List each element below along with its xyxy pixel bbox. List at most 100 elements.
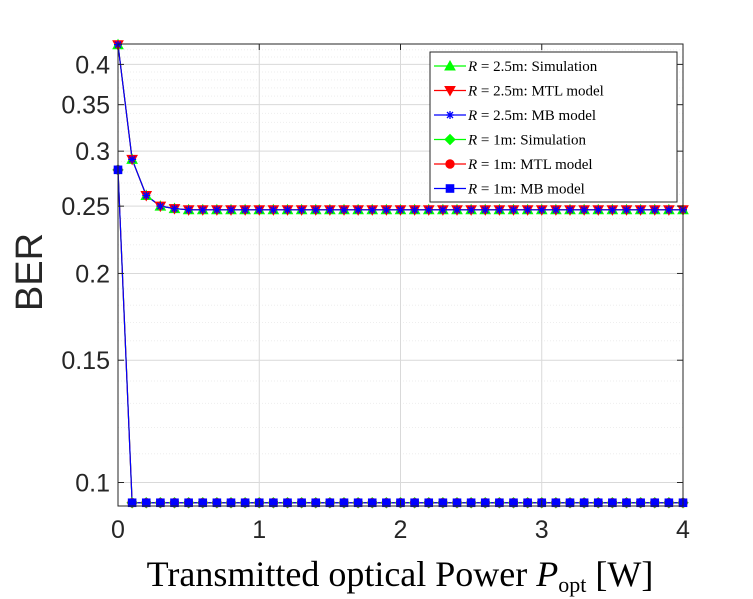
data-point (410, 498, 419, 508)
data-point (608, 498, 617, 508)
data-point (565, 498, 575, 508)
data-point (551, 205, 560, 214)
data-point (382, 205, 391, 214)
data-point (481, 205, 490, 214)
data-point (467, 205, 476, 214)
data-point (198, 205, 207, 214)
legend-marker (444, 59, 456, 71)
data-point (622, 205, 631, 214)
x-axis-label-unit: [W] (586, 554, 653, 594)
y-tick-label: 0.25 (61, 193, 110, 221)
data-point (523, 205, 532, 214)
data-point (128, 155, 137, 164)
data-point (636, 205, 645, 214)
y-tick-label: 0.35 (61, 92, 110, 120)
data-point (142, 191, 151, 200)
legend-label: R = 2.5m: Simulation (467, 59, 598, 75)
legend-entry-6: R = 1m: MB model (434, 182, 585, 198)
data-point (297, 205, 306, 214)
data-point (650, 205, 659, 214)
legend-marker (445, 159, 455, 169)
data-point (184, 498, 193, 508)
data-point (354, 205, 363, 214)
legend-label: R = 1m: MTL model (467, 157, 593, 173)
data-point (566, 205, 574, 214)
legend-label: R = 1m: MB model (467, 182, 585, 198)
legend-marker (446, 111, 454, 119)
data-point (283, 498, 292, 508)
data-point (156, 498, 165, 508)
legend-entry-4: R = 1m: Simulation (434, 133, 587, 149)
data-point (452, 498, 462, 508)
data-point (593, 498, 603, 508)
data-point (622, 498, 631, 508)
data-point (184, 205, 193, 214)
legend-marker (444, 86, 456, 97)
y-tick-label: 0.4 (75, 51, 110, 79)
y-axis-label: BER (9, 233, 51, 311)
x-tick-label: 1 (252, 516, 266, 544)
data-point (636, 498, 645, 508)
data-point (580, 205, 589, 214)
y-tick-label: 0.15 (61, 347, 110, 375)
x-tick-label: 3 (535, 516, 549, 544)
data-point (325, 498, 335, 508)
y-tick-label: 0.3 (75, 138, 110, 166)
data-point (537, 205, 546, 214)
x-tick-label: 2 (394, 516, 408, 544)
data-point (495, 498, 504, 508)
data-point (438, 498, 448, 508)
x-tick-label: 0 (111, 516, 125, 544)
data-point (424, 498, 434, 508)
data-point (227, 205, 235, 214)
data-point (410, 205, 419, 214)
data-point (579, 498, 589, 508)
data-point (664, 205, 673, 214)
data-point (340, 205, 348, 214)
data-point (367, 498, 377, 508)
legend-marker (445, 184, 455, 193)
x-axis-label: Transmitted optical Power Popt [W] (147, 554, 654, 597)
data-point (382, 498, 391, 508)
legend-entry-5: R = 1m: MTL model (434, 157, 593, 173)
legend-marker (444, 133, 456, 146)
legend-entry-1: R = 2.5m: Simulation (434, 59, 598, 75)
data-point (608, 205, 617, 214)
data-point (212, 205, 221, 214)
series-markers (112, 38, 689, 509)
data-point (325, 205, 334, 214)
data-point (170, 204, 179, 213)
x-axis-label-symbol: P (535, 554, 558, 594)
x-tick-label: 4 (676, 516, 690, 544)
data-point (396, 205, 405, 214)
tick-labels: 0 1 2 3 4 0.1 0.15 0.2 0.25 0.3 0.35 0.4 (61, 51, 690, 544)
data-point (297, 498, 306, 508)
legend-label: R = 1m: Simulation (467, 133, 587, 149)
data-point (255, 205, 264, 214)
data-point (664, 498, 674, 508)
data-point (650, 498, 660, 508)
x-axis-label-text: Transmitted optical Power (147, 554, 537, 594)
data-point (480, 498, 490, 508)
legend-label: R = 2.5m: MB model (467, 108, 596, 124)
legend-label: R = 2.5m: MTL model (467, 84, 604, 100)
data-point (170, 498, 179, 508)
legend-entry-2: R = 2.5m: MTL model (434, 84, 604, 100)
x-axis-label-subscript: opt (558, 572, 586, 597)
data-point (509, 498, 518, 508)
data-point (241, 205, 250, 214)
data-point (198, 498, 208, 508)
series-6-markers (113, 165, 688, 508)
data-point (509, 205, 518, 214)
legend-entries: R = 2.5m: Simulation R = 2.5m: MTL model R… (434, 59, 604, 198)
data-point (551, 498, 561, 508)
data-point (212, 498, 222, 508)
data-point (127, 498, 137, 508)
legend-entry-3: R = 2.5m: MB model (434, 108, 596, 124)
data-point (269, 498, 278, 508)
data-point (353, 498, 363, 508)
data-point (495, 205, 504, 214)
ticks (117, 44, 684, 506)
data-point (438, 205, 447, 214)
